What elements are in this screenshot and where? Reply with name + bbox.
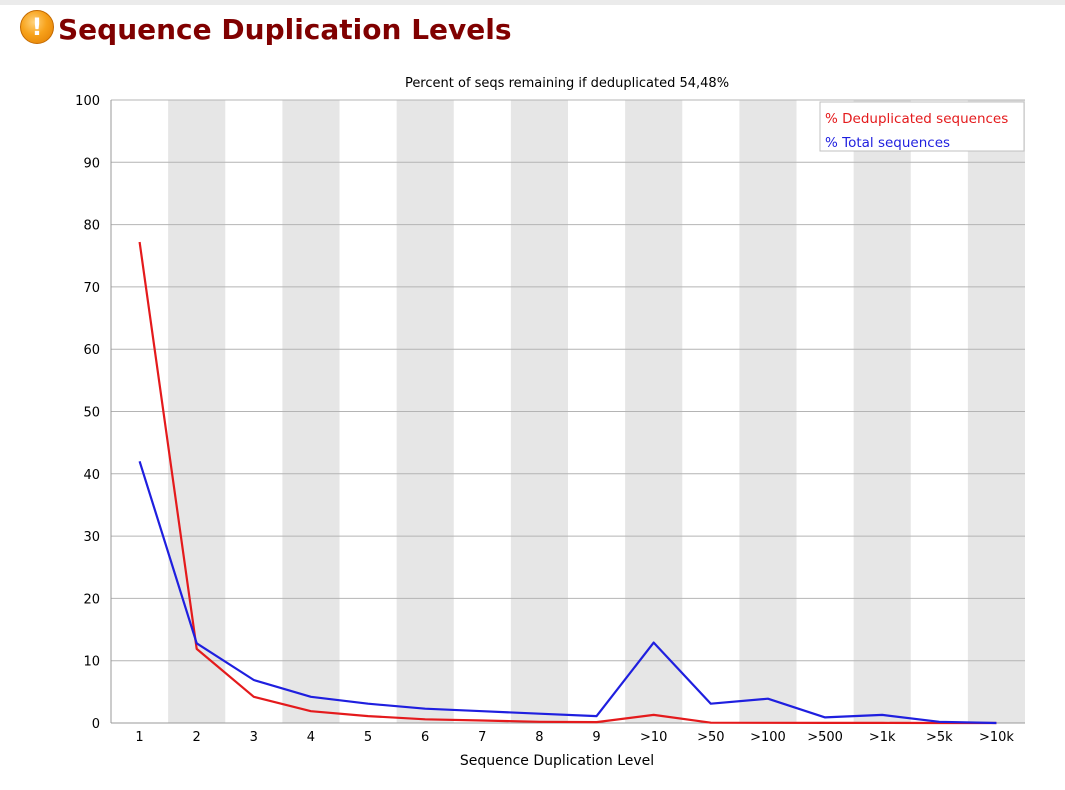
chart-legend: % Deduplicated sequences % Total sequence… [819,101,1025,152]
x-tick-label: 1 [135,730,143,745]
legend-entry: % Deduplicated sequences [825,111,1008,127]
x-tick-label: >50 [697,730,724,745]
duplication-chart: 0 10 20 30 40 50 60 70 80 90 100 1 2 3 4 5 6 7 8 9 >10 >50 >10… [75,76,1025,769]
x-tick-label: 5 [364,730,372,745]
x-tick-label: >10 [640,730,667,745]
section-header: ! Sequence Duplication Levels [20,8,512,52]
warning-icon: ! [20,10,54,44]
x-axis-label: Sequence Duplication Level [460,753,654,769]
x-tick-label: >5k [926,730,953,745]
x-tick-label: >1k [869,730,896,745]
legend-entry: % Total sequences [825,135,950,151]
y-tick-label: 100 [75,94,100,109]
y-tick-label: 20 [83,592,100,607]
chart-title: Percent of seqs remaining if deduplicate… [405,76,729,91]
x-tick-label: >100 [750,730,786,745]
x-tick-label: 7 [478,730,486,745]
y-tick-label: 80 [83,219,100,234]
x-tick-label: 3 [250,730,258,745]
plot-ticks: 0 10 20 30 40 50 60 70 80 90 100 1 2 3 4 5 6 7 8 9 >10 >50 >10… [75,94,1014,745]
page-title: Sequence Duplication Levels [58,13,512,46]
y-tick-label: 60 [83,343,100,358]
y-tick-label: 70 [83,281,100,296]
y-tick-label: 30 [83,530,100,545]
y-tick-label: 0 [92,717,100,732]
y-tick-label: 40 [83,468,100,483]
y-tick-label: 90 [83,156,100,171]
x-tick-label: 2 [193,730,201,745]
plot-grid [111,99,1025,662]
x-tick-label: 4 [307,730,315,745]
x-tick-label: >10k [979,730,1014,745]
plot-series [138,241,997,725]
series-line-deduplicated [138,241,997,725]
legend-box [819,101,1025,152]
x-tick-label: 6 [421,730,429,745]
y-tick-label: 50 [83,406,100,421]
top-bar [0,0,1065,5]
series-line-total [138,460,997,725]
x-tick-label: 8 [535,730,543,745]
x-tick-label: >500 [807,730,843,745]
y-tick-label: 10 [83,655,100,670]
x-tick-label: 9 [592,730,600,745]
